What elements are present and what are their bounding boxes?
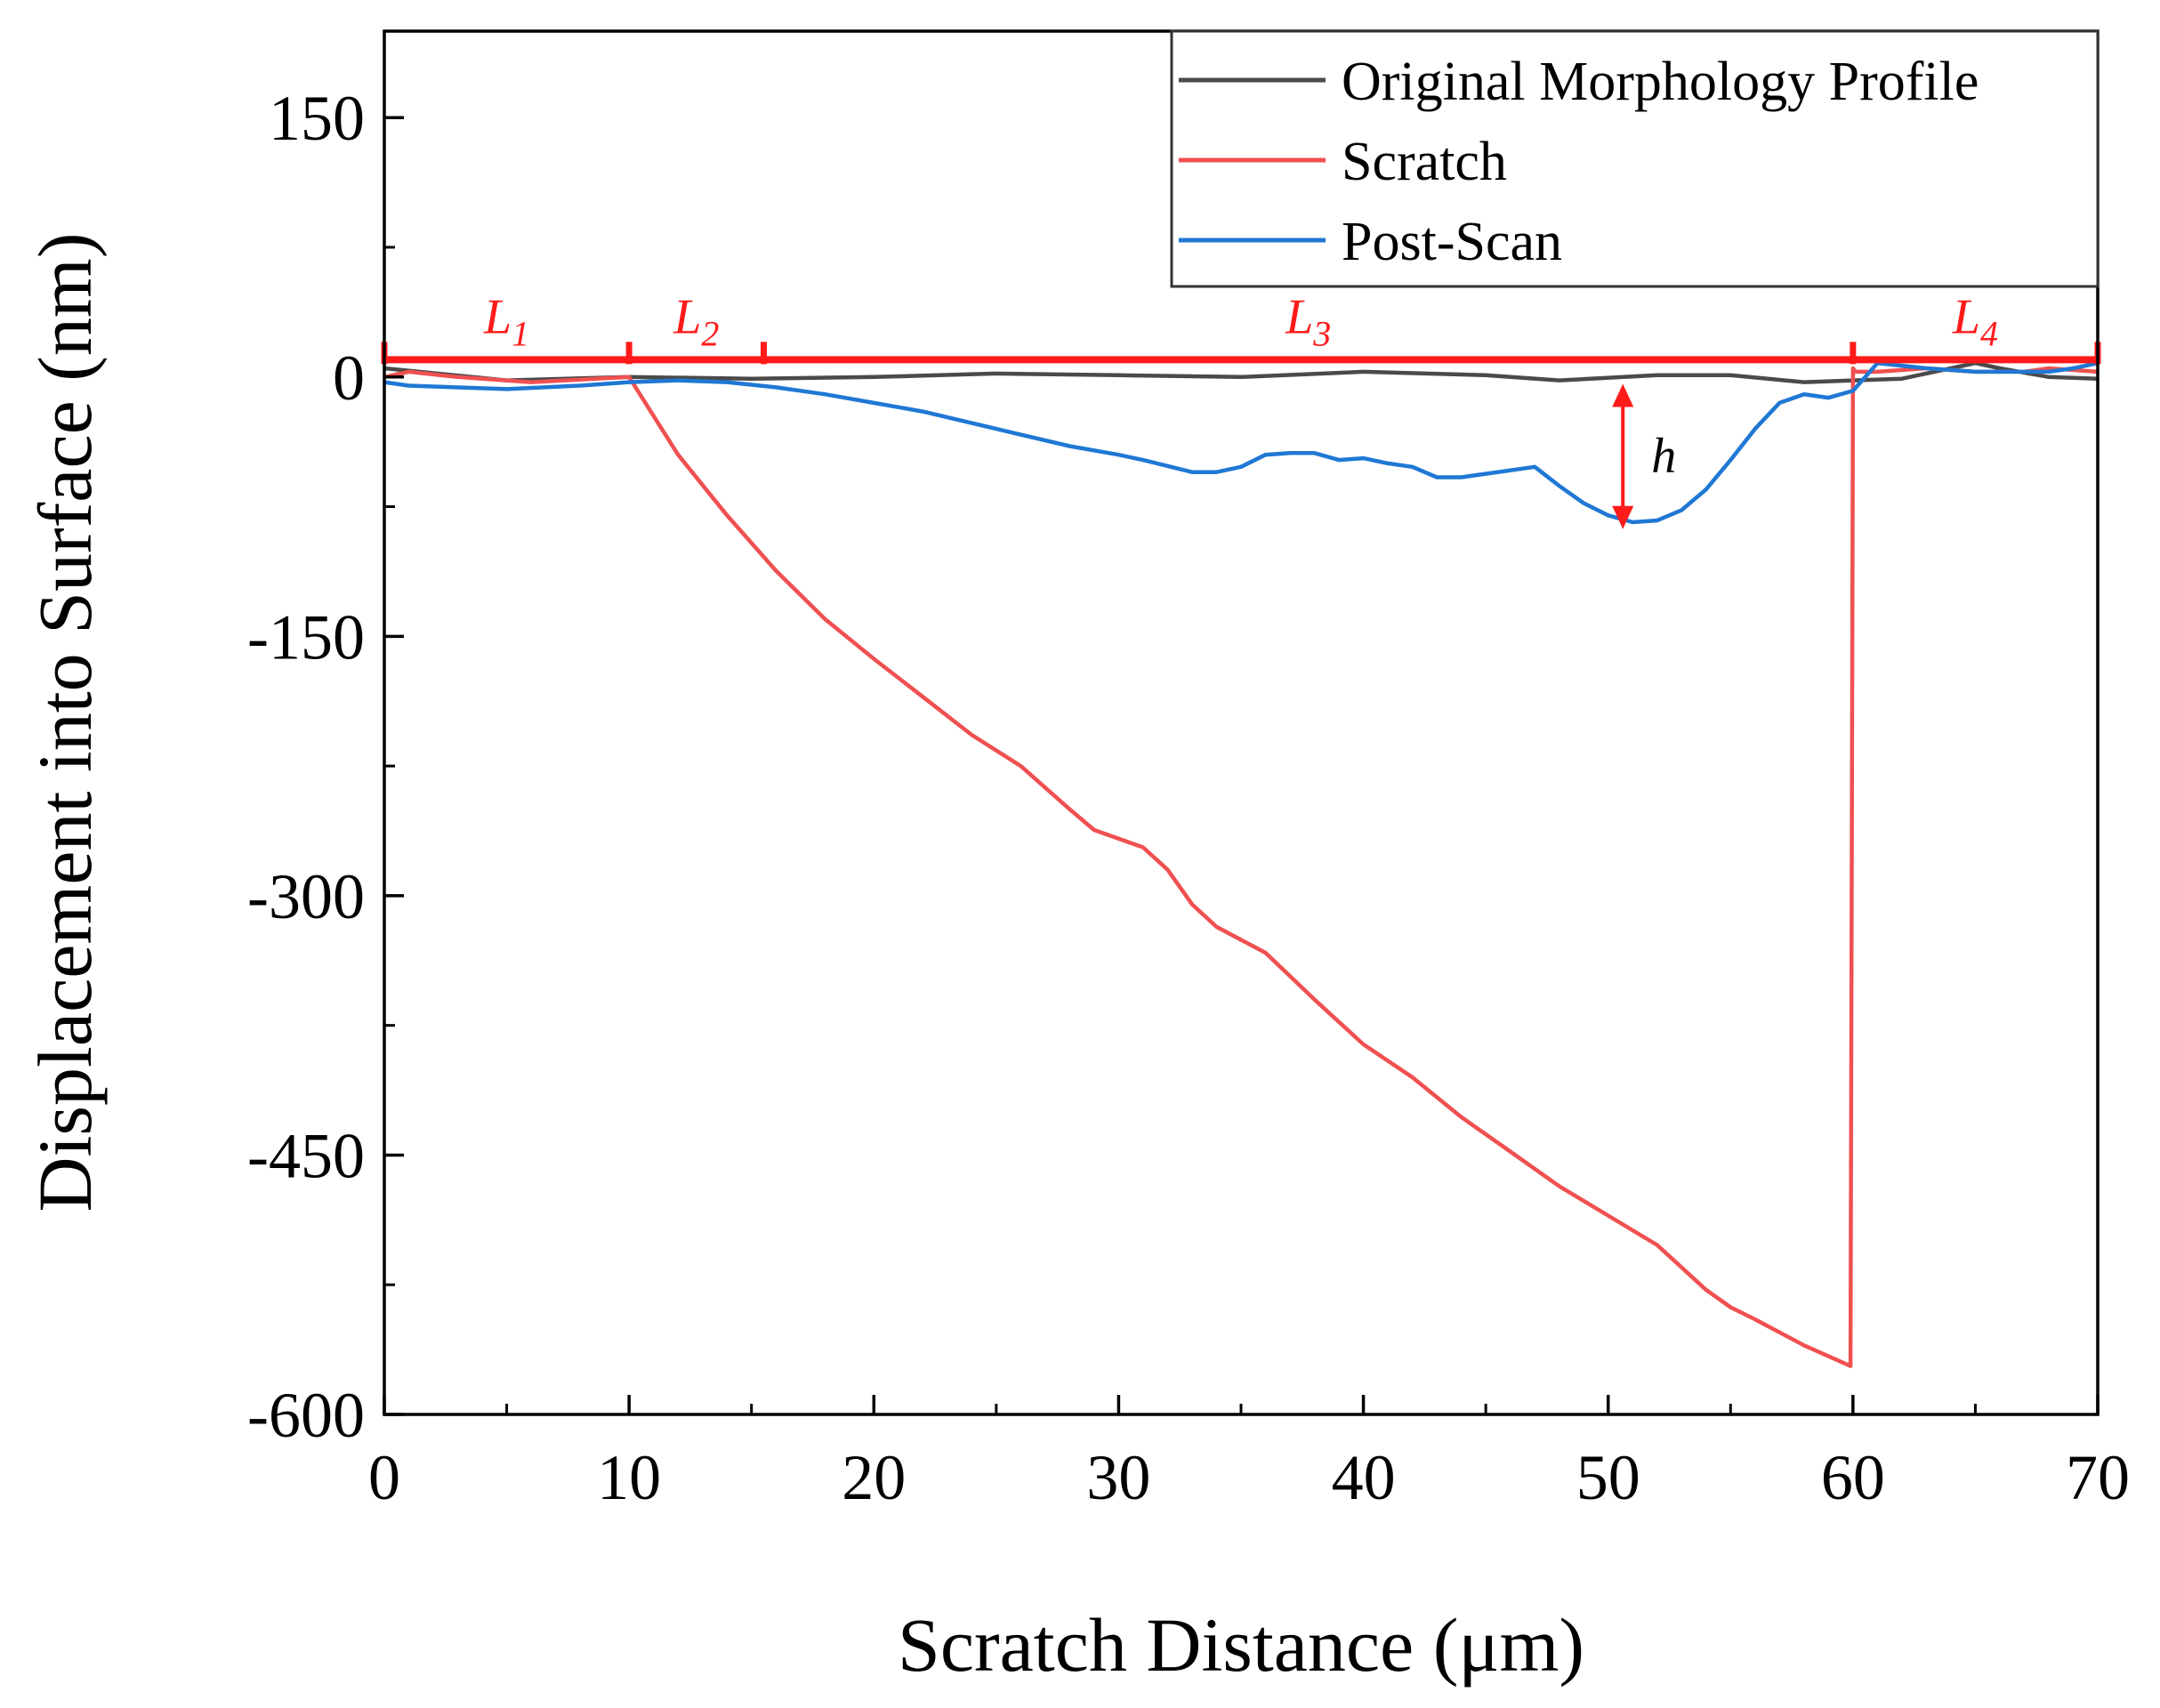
x-tick-label: 40 [1332,1442,1396,1513]
y-axis-title: Displacement into Surface (nm) [22,233,108,1213]
x-tick-label: 60 [1821,1442,1885,1513]
y-tick-label: -300 [247,861,365,932]
x-tick-label: 20 [842,1442,906,1513]
x-tick-label: 10 [597,1442,661,1513]
x-tick-label: 0 [368,1442,400,1513]
h-arrow-head-bottom [1612,505,1634,529]
y-tick-label: -450 [247,1120,365,1191]
x-tick-label: 30 [1086,1442,1150,1513]
legend-label-scratch: Scratch [1342,132,1507,192]
h-arrow-head-top [1612,383,1634,407]
y-tick-label: -600 [247,1380,365,1451]
h-label: h [1651,429,1676,484]
series-line-scratch [383,366,2099,1368]
x-tick-label: 70 [2066,1442,2130,1513]
legend-label-original: Original Morphology Profile [1342,52,1979,112]
legend: Original Morphology Profile Scratch Post… [1170,29,2100,288]
y-axis-ticks: 150 0 -150 -300 -450 -600 [247,83,404,1451]
segment-label-subscript: 1 [512,313,529,353]
legend-box [1170,29,2100,288]
x-tick-label: 50 [1576,1442,1640,1513]
segment-label-subscript: 3 [1312,313,1331,353]
y-tick-label: -150 [247,601,365,673]
x-axis-title: Scratch Distance (μm) [898,1602,1584,1688]
series-line-post-scan [383,360,2099,525]
annotation-layer: L1 L2 L3 L4h [381,289,2101,529]
legend-label-post-scan: Post-Scan [1342,212,1562,272]
y-tick-label: 0 [333,342,365,414]
segment-label-subscript: 4 [1980,313,1998,353]
segment-label-L1: L1 [483,289,529,353]
series-layer [383,360,2099,1368]
x-axis-ticks: 0 10 20 30 40 50 60 70 [368,1395,2130,1513]
segment-label-L4: L4 [1952,289,1998,353]
series-line-original-morphology-profile [383,360,2099,384]
segment-label-subscript: 2 [701,313,719,353]
y-tick-label: 150 [269,83,365,154]
